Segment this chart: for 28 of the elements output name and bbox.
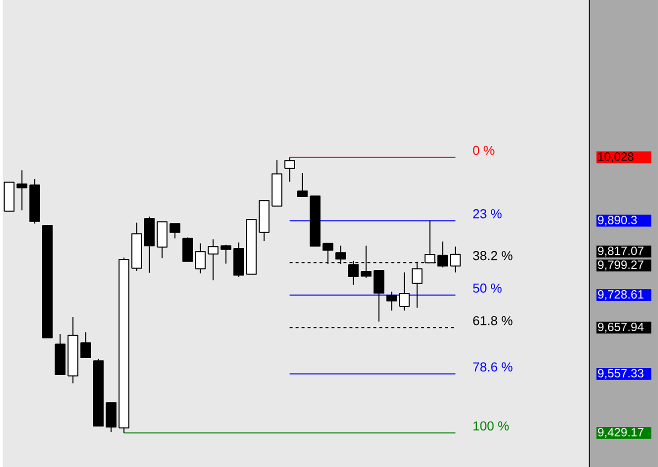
candlestick <box>80 332 91 358</box>
y-tick-label: 9,890.3 <box>598 216 637 226</box>
candlestick <box>450 246 461 273</box>
y-tick-label: 9,557.33 <box>598 368 644 379</box>
annotation: 100 % <box>474 421 509 430</box>
candlestick <box>170 223 180 239</box>
candlestick <box>399 272 410 312</box>
candlestick <box>220 244 232 264</box>
annotation: 38.2 % <box>473 251 512 260</box>
candlestick <box>195 242 206 274</box>
y-tick-label: 9,657.94 <box>598 322 644 333</box>
candlestick <box>386 291 398 312</box>
annotation: 50 % <box>473 284 502 293</box>
annotation: 23 % <box>473 209 502 218</box>
annotation: 0 % <box>473 146 494 155</box>
candlestick <box>297 172 308 197</box>
y-tick-label: 9,429.17 <box>598 428 644 438</box>
candlestick <box>16 170 28 211</box>
y-tick-label: 10,028 <box>598 152 634 162</box>
annotation: 78.6 % <box>473 362 512 372</box>
y-tick-label: 9,728.61 <box>598 290 644 300</box>
candlestick <box>284 156 296 182</box>
annotation: 61.8 % <box>473 316 512 326</box>
y-tick-label: 9,817.07 <box>598 246 644 256</box>
candlestick <box>182 236 193 262</box>
y-tick-label: 9,799.27 <box>598 260 644 270</box>
candlestick <box>208 238 218 281</box>
candlestick <box>374 270 384 322</box>
